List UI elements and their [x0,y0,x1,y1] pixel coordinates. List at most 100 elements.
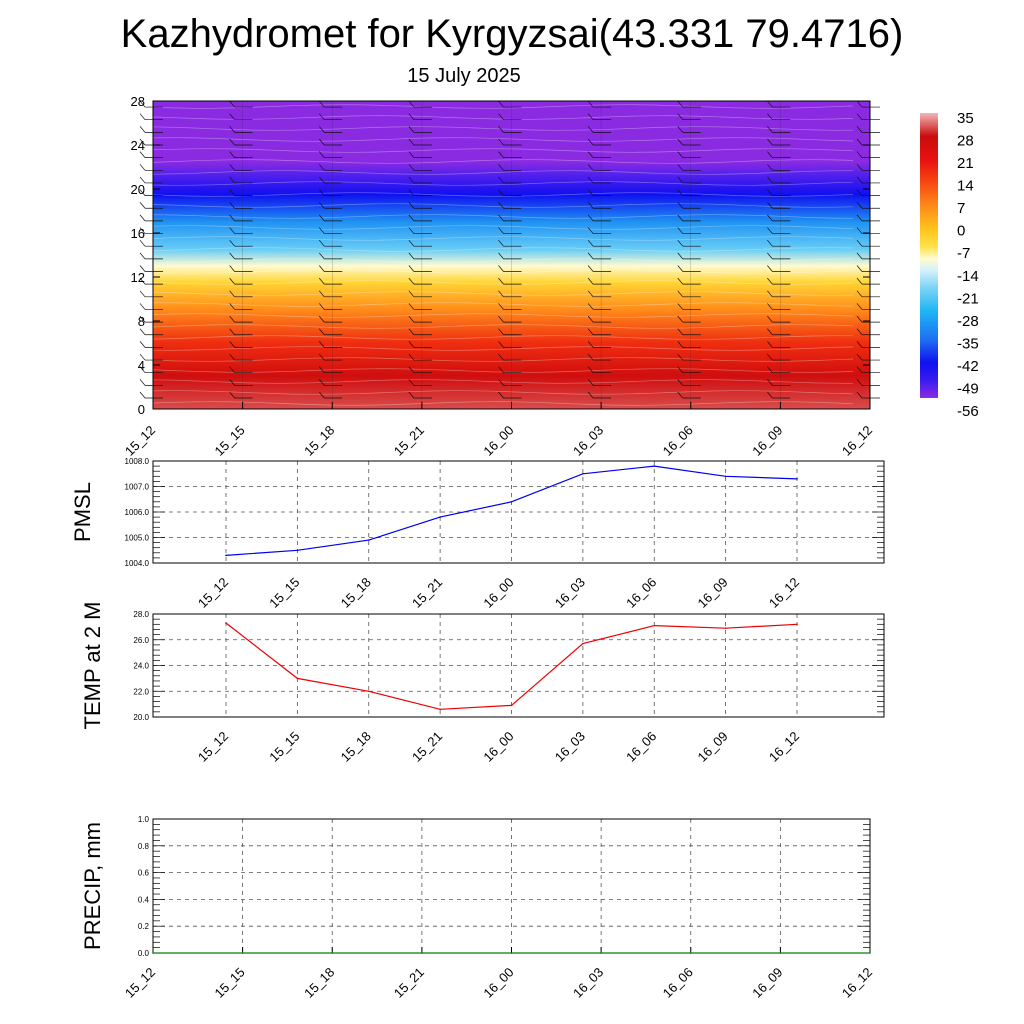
data-point [510,952,513,954]
contour-line [152,214,854,219]
x-tick-label: 16_09 [695,729,731,765]
contour-line [152,258,854,263]
colorbar-label: -56 [957,403,979,420]
contour-line [152,126,854,131]
data-point [869,952,871,954]
x-tick-label: 16_03 [552,729,588,765]
y-tick-label: 8 [138,314,145,329]
x-tick-label: 15_21 [391,423,427,459]
wind-barb-column [587,100,612,409]
contour-line [152,148,854,153]
contour-line [152,104,854,109]
x-tick-label: 16_09 [695,575,731,611]
data-point [225,622,227,624]
contour-line [152,192,854,197]
contour-line [152,302,854,307]
contour-line [152,170,854,175]
cross-section-field [153,101,870,409]
y-tick-label: 22.0 [133,687,149,696]
cross-section-panel: 0 4 8 12 16 20 24 28 15_12 15_15 15_18 15_21 16_00 16… [122,94,880,459]
y-tick-label: 1004.0 [125,559,150,568]
data-point [152,952,154,954]
x-tick-label: 15_12 [195,575,231,611]
contour-line [152,357,854,362]
colorbar-label: 28 [957,133,974,150]
x-tick-label: 15_18 [301,423,337,459]
colorbar-label: -42 [957,358,979,375]
data-point [582,642,584,645]
y-axis-label: PMSL [70,482,95,542]
data-point [779,952,782,954]
x-tick-label: 16_09 [749,965,785,1001]
x-tick-label: 15_12 [122,965,158,1001]
chart-title: Kazhydromet for Kyrgyzsai(43.331 79.4716… [120,12,904,56]
y-tick-label: 28.0 [133,610,149,619]
colorbar-scale [920,113,938,398]
data-point [653,465,656,467]
x-tick-label: 16_00 [480,965,516,1001]
y-tick-label: 1006.0 [125,508,150,517]
data-point [241,952,244,954]
colorbar-label: -28 [957,313,979,330]
data-point [439,516,441,518]
x-tick-label: 16_00 [480,423,516,459]
data-point [331,952,334,954]
y-tick-label: 28 [131,94,145,109]
x-tick-label: 16_03 [570,965,606,1001]
data-point [796,623,798,626]
wind-barb-column [408,100,432,409]
data-point [296,677,299,680]
plot-frame [152,460,885,564]
y-tick-label: 26.0 [133,636,149,645]
precip-panel: 15_12 15_15 15_18 15_21 16_00 16_03 16_06 16_09… [80,815,875,1001]
y-tick-label: 1008.0 [125,457,150,466]
x-tick-label: 16_06 [623,729,659,765]
contour-line [152,181,854,186]
contour-line [152,390,854,395]
x-tick-label: 16_03 [570,423,606,459]
x-tick-label: 16_12 [766,729,802,765]
data-point [367,690,370,693]
data-point [439,708,441,711]
pmsl-panel: 15_12 15_15 15_18 15_21 16_00 16_03 16_06 16_09… [70,457,885,611]
x-tick-label: 15_18 [338,575,374,611]
x-tick-label: 16_09 [749,423,785,459]
colorbar-label: 21 [957,155,974,172]
colorbar-label: -35 [957,335,979,352]
contour-line [152,313,854,318]
data-point [510,501,513,503]
x-tick-label: 15_18 [301,965,337,1001]
data-point [296,549,299,552]
plot-frame [152,613,885,718]
y-tick-label: 24.0 [133,662,149,671]
colorbar-label: 7 [957,200,965,217]
contour-line [152,346,854,351]
x-tick-label: 15_12 [122,423,158,459]
data-point [510,704,513,707]
x-tick-label: 16_12 [766,575,802,611]
data-point [600,952,602,954]
contour-line [152,236,854,241]
data-point [582,472,584,475]
y-tick-label: 12 [131,270,145,285]
data-point [689,952,692,954]
y-tick-label: 0.2 [138,922,150,931]
x-tick-label: 15_15 [266,575,302,611]
colorbar-label: -21 [957,290,979,307]
contour-line [152,159,854,164]
x-tick-label: 15_15 [212,423,248,459]
contour-line [152,368,854,373]
x-tick-label: 16_03 [552,575,588,611]
x-tick-label: 15_21 [391,965,427,1001]
y-tick-label: 20 [131,182,145,197]
data-point [796,478,798,480]
x-tick-label: 15_12 [195,729,231,765]
y-tick-label: 4 [138,358,145,373]
y-tick-label: 0 [138,402,145,417]
chart-subtitle: 15 July 2025 [407,65,521,87]
wind-barb-column [767,100,791,409]
data-point [724,475,727,478]
wind-barb-column [498,100,522,409]
y-tick-label: 24 [131,138,145,153]
